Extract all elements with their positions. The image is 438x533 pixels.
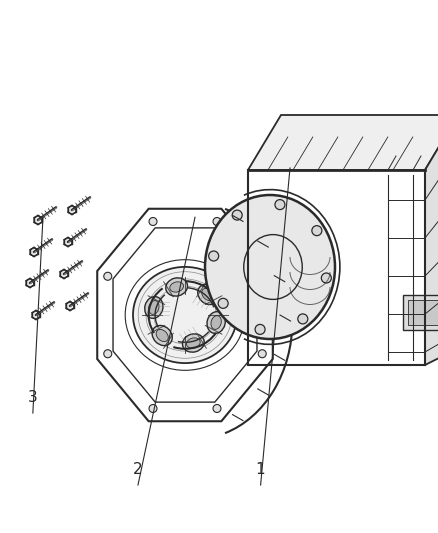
Ellipse shape [133,267,237,363]
Ellipse shape [104,272,112,280]
Polygon shape [30,247,38,256]
Text: 2: 2 [133,462,143,477]
Ellipse shape [149,217,157,225]
Ellipse shape [208,251,219,261]
Polygon shape [26,279,34,287]
Ellipse shape [198,285,218,304]
Ellipse shape [207,312,225,333]
Ellipse shape [148,301,159,314]
Ellipse shape [232,210,242,220]
Polygon shape [60,270,68,279]
Polygon shape [248,115,438,170]
Polygon shape [34,215,42,224]
Ellipse shape [104,350,112,358]
Ellipse shape [152,326,172,345]
Ellipse shape [183,334,204,352]
Ellipse shape [218,298,228,309]
Ellipse shape [255,325,265,334]
Ellipse shape [202,288,214,301]
Ellipse shape [166,278,187,296]
Ellipse shape [211,316,221,329]
Ellipse shape [156,329,168,342]
Polygon shape [68,206,76,214]
Ellipse shape [312,225,322,236]
Polygon shape [64,238,72,246]
Polygon shape [408,300,438,325]
Text: 3: 3 [28,390,38,405]
Polygon shape [403,295,438,330]
Ellipse shape [149,405,157,413]
Ellipse shape [205,195,335,339]
Ellipse shape [213,405,221,413]
Ellipse shape [170,282,184,292]
Polygon shape [32,311,40,319]
Ellipse shape [298,314,308,324]
Ellipse shape [187,338,200,348]
Ellipse shape [145,296,163,318]
Ellipse shape [258,350,266,358]
Ellipse shape [275,199,285,209]
Polygon shape [66,302,74,311]
Ellipse shape [213,217,221,225]
Ellipse shape [321,273,331,283]
Text: 1: 1 [256,462,265,477]
Polygon shape [425,115,438,365]
Ellipse shape [258,272,266,280]
